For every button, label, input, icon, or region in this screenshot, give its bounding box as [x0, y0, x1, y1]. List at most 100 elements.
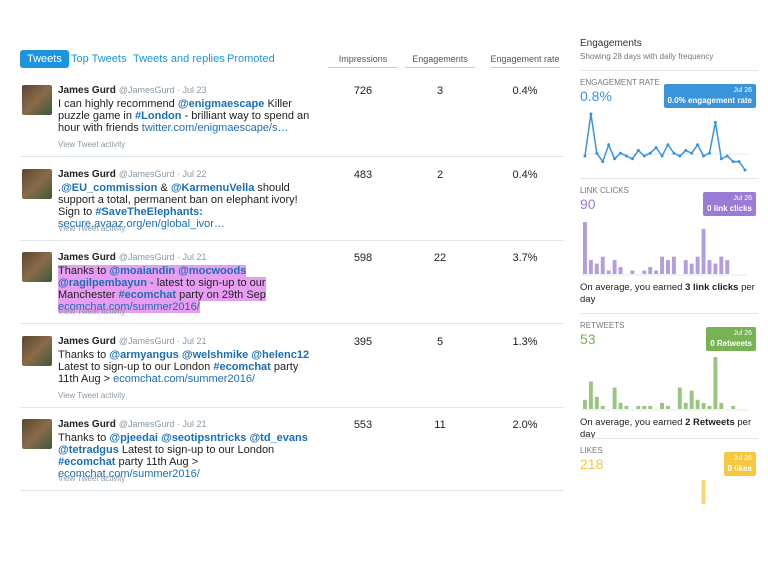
tweet-mention[interactable]: @helenc12 [251, 348, 310, 361]
avatar [22, 168, 52, 199]
tweet-plain: Killer puzzle game in [58, 98, 292, 122]
tooltip-text: 0 likes [727, 464, 752, 473]
avatar [22, 335, 52, 366]
tweet-link[interactable]: ecomchat.com/summer2016/ [113, 372, 255, 385]
tweet-hashtag[interactable]: #ecomchat [58, 456, 116, 468]
engagements-value: 22 [433, 252, 447, 264]
engagements-value: 11 [434, 419, 446, 431]
tooltip-date: Jul 26 [733, 87, 752, 94]
rate-value: 1.3% [512, 335, 538, 348]
tooltip: Jul 26 0 Retweets [706, 327, 756, 351]
rate-point [684, 148, 688, 152]
rate-point [624, 154, 628, 158]
bar [666, 405, 670, 409]
engagements-value: 3 [436, 85, 444, 97]
summary-text: 2 Retweets [685, 417, 735, 428]
bar [707, 260, 712, 274]
bar [689, 390, 694, 409]
view-activity[interactable]: View Tweet activity [58, 140, 126, 149]
author-name: James Gurd [58, 252, 116, 263]
rate-point [707, 151, 711, 155]
tweet-header: James Gurd @JamesGurd · Jul 21 [58, 336, 206, 347]
rate-point [719, 157, 723, 161]
tweet-mention[interactable]: @armyangus [109, 348, 179, 361]
tweet-hashtag[interactable]: #ecomchat [213, 360, 271, 373]
tweet-mention[interactable]: @seotipsntricks [161, 432, 247, 444]
bar [594, 396, 599, 409]
view-activity[interactable]: View Tweet activity [58, 474, 126, 483]
avatar [22, 419, 52, 449]
tweet-link[interactable]: secure.avaaz.org/en/global_ivor… [58, 217, 225, 230]
rate-point [613, 157, 617, 161]
bar [612, 387, 617, 409]
tweet-plain: I can highly recommend [58, 98, 178, 110]
summary-text: On average, you earned [580, 417, 686, 428]
tab[interactable]: Top Tweets [71, 53, 127, 65]
impressions-value: 726 [353, 85, 373, 97]
tab[interactable]: Promoted [227, 53, 275, 65]
tweet-text: Thanks to @armyangus @welshmike @helenc1… [58, 349, 313, 385]
tweet-mention[interactable]: @EU_commission [61, 181, 158, 194]
tweet-mention[interactable]: @tetradgus [58, 444, 119, 456]
tweet-mention[interactable]: @pjeedai [109, 432, 158, 444]
tweet-mention[interactable]: @enigmaescape [177, 98, 265, 110]
view-activity[interactable]: View Tweet activity [58, 223, 126, 233]
tweet-plain: party on 29th Sep [176, 289, 266, 301]
tweet-row: James Gurd @JamesGurd · Jul 21 Thanks to @… [20, 407, 564, 491]
tweet-hashtag[interactable]: #London [135, 110, 182, 122]
rate-point [595, 151, 599, 155]
tooltip: Jul 26 0.0% engagement rate [663, 84, 756, 108]
tweet-link[interactable]: twitter.com/enigmaescape/s… [141, 122, 289, 134]
bar [600, 256, 605, 274]
bar [701, 402, 706, 409]
view-activity[interactable]: View Tweet activity [58, 307, 126, 316]
tweet-meta: @JamesGurd · Jul 21 [118, 335, 207, 346]
impressions-value: 553 [353, 419, 373, 431]
tweet-mention[interactable]: @td_evans [249, 432, 308, 444]
tweet-plain: - brilliant way to spend an hour with fr… [58, 110, 310, 134]
rate-value: 0.4% [512, 85, 538, 97]
column-header: Impressions [328, 54, 398, 68]
summary-text: 3 link clicks [685, 282, 739, 293]
rate-point [642, 154, 646, 158]
tweet-link[interactable]: ecomchat.com/summer2016/ [58, 301, 200, 313]
tweet-hashtag[interactable]: #ecomchat [118, 289, 177, 301]
bar [618, 267, 623, 274]
tab[interactable]: Tweets [20, 50, 69, 68]
tweet-mention[interactable]: @KarmenuVella [170, 181, 255, 194]
tweet-mention[interactable]: @welshmike [181, 348, 249, 361]
rate-point [731, 160, 735, 164]
tweet-plain: Latest to sign-up to our London [58, 360, 214, 373]
tweet-meta: @JamesGurd · Jul 23 [118, 85, 207, 95]
tweet-plain: Latest to sign-up to our London [118, 444, 275, 456]
tweet-row: James Gurd @JamesGurd · Jul 21 Thanks to @… [20, 240, 564, 324]
tweet-mention[interactable]: @ragilpembayun [58, 277, 147, 289]
tweet-mention[interactable]: @moaiandin [109, 265, 176, 277]
metric-label: LINK CLICKS [580, 186, 629, 195]
bar [588, 260, 593, 274]
rate-point [743, 168, 747, 172]
rate-value: 3.7% [512, 252, 538, 264]
bar [648, 405, 653, 409]
metric-total: 53 [580, 331, 596, 347]
sidebar-subtitle: Showing 28 days with daily frequency [580, 52, 714, 61]
metric-card: LIKES 218 Jul 26 0 likes [580, 438, 758, 504]
metric-label: LIKES [580, 446, 603, 455]
tweet-mention[interactable]: @mocwoods [178, 265, 247, 277]
bar [683, 402, 688, 409]
tweet-link[interactable]: ecomchat.com/summer2016/ [58, 468, 200, 480]
tweet-hashtag[interactable]: #SaveTheElephants: [95, 205, 203, 218]
summary-text: per day [580, 282, 755, 305]
tab[interactable]: Tweets and replies [133, 53, 225, 65]
bar [701, 480, 706, 504]
bar [707, 405, 712, 409]
view-activity[interactable]: View Tweet activity [58, 390, 126, 400]
tweet-plain [175, 265, 179, 277]
column-header: Engagement rate [490, 54, 560, 68]
author-name: James Gurd [58, 335, 116, 347]
tweet-plain: & [157, 181, 171, 194]
tweet-plain: party 11th Aug > [58, 360, 299, 385]
tweet-row: James Gurd @JamesGurd · Jul 23 I can highl… [20, 73, 564, 157]
metric-card: ENGAGEMENT RATE 0.8% Jul 26 0.0% engagement… [580, 70, 758, 172]
